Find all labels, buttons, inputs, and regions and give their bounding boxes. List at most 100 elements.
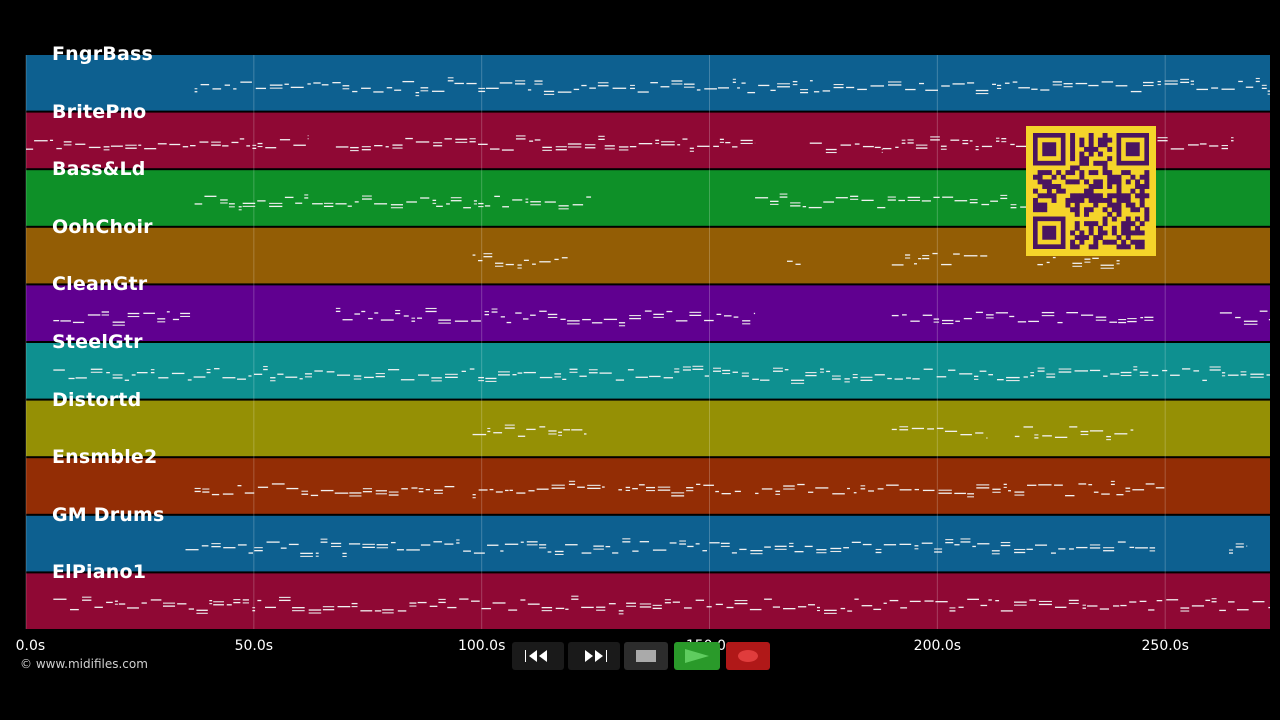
record-button[interactable] [726, 642, 770, 670]
qr-module [1121, 197, 1127, 203]
qr-module [1037, 202, 1043, 208]
qr-module [1097, 151, 1103, 157]
qr-module [1102, 165, 1108, 171]
qr-module [1125, 230, 1131, 236]
qr-module [1088, 188, 1094, 194]
qr-module [1037, 179, 1043, 185]
qr-module [1084, 235, 1089, 241]
qr-module [1088, 151, 1094, 157]
qr-module [1107, 211, 1113, 217]
track-label: CleanGtr [52, 273, 148, 296]
qr-module [1116, 179, 1122, 185]
timeline-tick-label: 50.0s [234, 638, 274, 654]
qr-module [1065, 202, 1071, 208]
qr-module [1135, 184, 1141, 189]
qr-module [1084, 193, 1089, 199]
qr-module [1070, 156, 1076, 162]
qr-module [1125, 225, 1131, 231]
qr-module [1079, 170, 1085, 176]
play-icon [685, 649, 709, 663]
qr-module [1060, 174, 1066, 180]
qr-module [1107, 184, 1113, 189]
qr-module [1139, 184, 1145, 189]
qr-module [1111, 174, 1117, 180]
qr-module [1130, 239, 1136, 245]
stop-icon [636, 650, 656, 662]
qr-module [1121, 239, 1127, 245]
qr-module [1097, 197, 1103, 203]
qr-module [1135, 239, 1141, 245]
qr-module [1139, 221, 1145, 227]
stop-button[interactable] [624, 642, 668, 670]
fast-forward-icon [585, 650, 607, 662]
qr-module [1107, 146, 1113, 152]
qr-code[interactable] [1026, 126, 1156, 256]
qr-module [1097, 193, 1103, 199]
qr-module [1093, 244, 1099, 250]
qr-module [1084, 221, 1089, 227]
qr-module [1097, 179, 1103, 185]
qr-module [1074, 193, 1080, 199]
qr-module [1102, 216, 1108, 222]
track-lane [26, 573, 1270, 629]
track-label: ElPiano1 [52, 561, 147, 584]
track-label: GM Drums [52, 503, 165, 526]
qr-module [1144, 211, 1150, 217]
track-notes [53, 365, 1270, 384]
qr-module [1033, 188, 1038, 194]
qr-module [1125, 170, 1131, 176]
timeline-tick-label: 100.0s [457, 638, 506, 654]
qr-module [1144, 207, 1150, 213]
qr-module [1135, 216, 1141, 222]
fast-forward-button[interactable] [568, 642, 620, 670]
qr-module [1084, 188, 1089, 194]
track-notes [26, 135, 1234, 154]
qr-module [1093, 179, 1099, 185]
qr-module [1074, 211, 1080, 217]
qr-module [1130, 202, 1136, 208]
qr-module [1093, 160, 1099, 166]
qr-module [1125, 193, 1131, 199]
track-label: Bass&Ld [52, 158, 146, 181]
qr-module [1088, 197, 1094, 203]
rewind-button[interactable] [512, 642, 564, 670]
qr-module [1125, 216, 1131, 222]
qr-module [1144, 193, 1150, 199]
qr-module [1139, 230, 1145, 236]
transport-controls [510, 642, 770, 670]
qr-module [1102, 137, 1108, 143]
play-button[interactable] [674, 642, 720, 670]
qr-module [1144, 216, 1150, 222]
qr-module [1070, 151, 1076, 157]
qr-module [1130, 230, 1136, 236]
qr-module [1125, 244, 1131, 250]
qr-module [1139, 174, 1145, 180]
qr-module [1093, 193, 1099, 199]
track-lane [26, 458, 1270, 514]
qr-module [1107, 202, 1113, 208]
track-lane [26, 285, 1270, 341]
qr-module [1033, 207, 1038, 213]
qr-module [1079, 156, 1085, 162]
qr-module [1088, 170, 1094, 176]
qr-module [1111, 207, 1117, 213]
track-label: Distortd [52, 388, 142, 411]
qr-module [1125, 179, 1131, 185]
qr-module [1107, 137, 1113, 143]
qr-module [1130, 188, 1136, 194]
qr-module [1125, 197, 1131, 203]
qr-module [1042, 179, 1048, 185]
qr-module [1121, 230, 1127, 236]
qr-module [1116, 244, 1122, 250]
qr-module [1097, 137, 1103, 143]
qr-module [1084, 156, 1089, 162]
qr-module [1051, 193, 1057, 199]
track-label: OohChoir [52, 215, 153, 238]
qr-module [1079, 193, 1085, 199]
track-label: SteelGtr [52, 331, 143, 353]
qr-module [1079, 142, 1085, 148]
qr-module [1033, 174, 1038, 180]
qr-module [1088, 184, 1094, 189]
